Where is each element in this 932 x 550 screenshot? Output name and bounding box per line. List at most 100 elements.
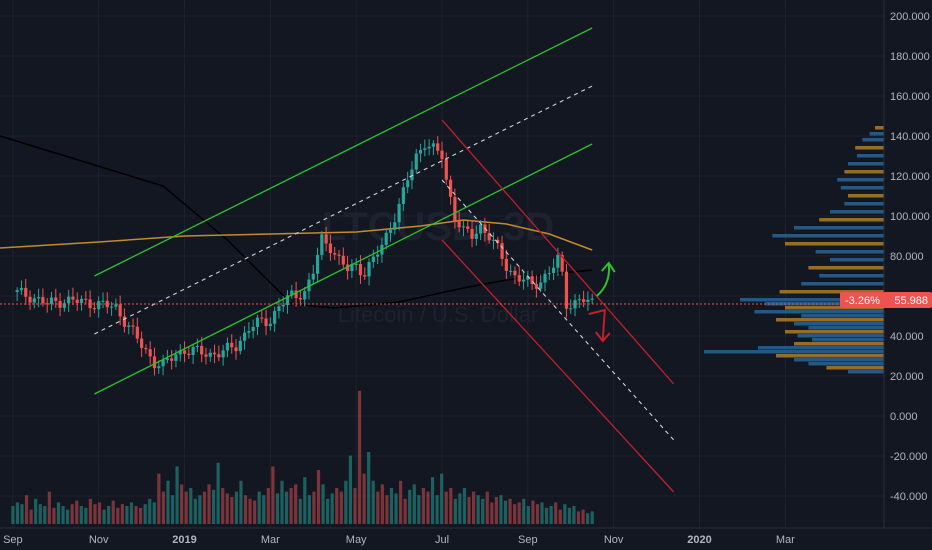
volume-profile-bar	[785, 330, 884, 334]
candle-up	[225, 342, 230, 351]
price-tick-label: 180.000	[890, 51, 930, 63]
candle-down	[88, 299, 92, 309]
volume-profile-bar	[794, 226, 884, 230]
candle-up	[49, 297, 54, 304]
candle-down	[131, 325, 135, 327]
candle-down	[41, 297, 45, 304]
direction-arrows[interactable]	[588, 261, 616, 343]
volume-profile-bar	[808, 362, 884, 366]
volume-bar	[458, 493, 462, 524]
price-axis-panel	[884, 0, 932, 528]
candle-down	[140, 338, 144, 349]
candle-up	[191, 346, 195, 355]
volume-profile-bar	[794, 322, 884, 326]
volume-bar	[88, 498, 93, 524]
candle-down	[358, 264, 363, 276]
price-tick-label: 160.000	[890, 91, 930, 103]
watermark-symbol: LTCUSD, 3D	[322, 205, 555, 249]
volume-profile-bar	[740, 298, 884, 302]
candle-down	[582, 299, 586, 302]
volume-bar	[535, 504, 540, 524]
volume-bar	[116, 507, 120, 524]
candle-down	[230, 342, 234, 348]
volume-profile-bar	[812, 338, 884, 342]
candle-down	[122, 316, 127, 327]
volume-profile-bar	[875, 126, 884, 130]
volume-bar	[344, 480, 348, 524]
candle-up	[414, 153, 418, 170]
candle-up	[401, 187, 405, 204]
volume-bar	[462, 488, 467, 524]
volume-bar	[107, 506, 111, 524]
volume-bar	[576, 511, 581, 524]
time-axis[interactable]: Sep Nov 2019 Mar May Jul Sep Nov 2020 Mar	[3, 534, 795, 546]
last-price-label-bg	[840, 292, 932, 308]
volume-bar	[485, 491, 489, 524]
candle-up	[543, 273, 547, 283]
candle-down	[470, 228, 474, 239]
volume-profile-bar	[785, 242, 884, 246]
volume-profile-bar	[830, 210, 884, 214]
volume-bar	[435, 495, 439, 524]
candle-up	[474, 233, 478, 239]
volume-bar	[426, 491, 430, 524]
channel-drawings[interactable]	[94, 27, 675, 493]
last-price-text: 55.988	[894, 295, 928, 307]
candle-down	[212, 352, 217, 355]
candle-up	[521, 279, 526, 282]
candle-up	[285, 295, 290, 305]
volume-bar	[494, 497, 499, 524]
volume-bar	[289, 488, 293, 524]
volume-profile-bar	[819, 274, 884, 278]
price-tick-label: -20.000	[890, 451, 927, 463]
up-arrow-icon	[596, 263, 611, 297]
volume-bar	[111, 500, 115, 524]
candle-up	[569, 308, 573, 310]
volume-bar	[170, 495, 175, 524]
volume-profile-bar	[794, 358, 884, 362]
candle-up	[311, 273, 315, 280]
volume-bar	[399, 480, 403, 524]
candle-up	[247, 331, 251, 333]
volume-bar	[453, 498, 457, 524]
volume-bar	[335, 488, 339, 524]
candle-up	[384, 232, 388, 245]
candle-down	[294, 290, 298, 298]
candle-up	[161, 359, 165, 367]
channel-line	[441, 119, 675, 385]
time-axis-panel	[0, 528, 932, 550]
candle-up	[491, 239, 496, 241]
volume-bar	[134, 506, 138, 524]
candle-down	[217, 354, 221, 358]
candle-down	[144, 348, 148, 350]
up-arrowhead-icon	[601, 261, 616, 273]
volume-bar	[275, 493, 280, 524]
candle-down	[534, 284, 539, 289]
candle-up	[397, 203, 401, 223]
candle-up	[195, 345, 199, 347]
volume-bar	[129, 502, 134, 524]
volume-bar	[97, 502, 102, 524]
volume-bar	[239, 480, 243, 524]
candle-up	[479, 224, 483, 234]
candle-down	[298, 297, 302, 300]
candle-up	[101, 300, 105, 302]
volume-bar	[339, 491, 343, 524]
volume-bar	[303, 477, 307, 524]
volume-profile-bar	[830, 258, 884, 262]
candle-up	[114, 304, 118, 307]
candle-down	[466, 226, 470, 229]
candle-up	[268, 323, 272, 327]
candle-up	[62, 303, 66, 308]
volume-bar	[581, 509, 585, 524]
channel-line	[94, 27, 593, 277]
last-price-label: -3.26% 55.988	[840, 292, 932, 308]
volume-bar	[230, 497, 234, 524]
volume-bar	[152, 502, 156, 524]
candle-down	[152, 356, 157, 369]
candle-up	[406, 180, 410, 188]
candle-up	[157, 366, 161, 369]
volume-bar	[503, 500, 508, 524]
candle-up	[221, 350, 225, 358]
